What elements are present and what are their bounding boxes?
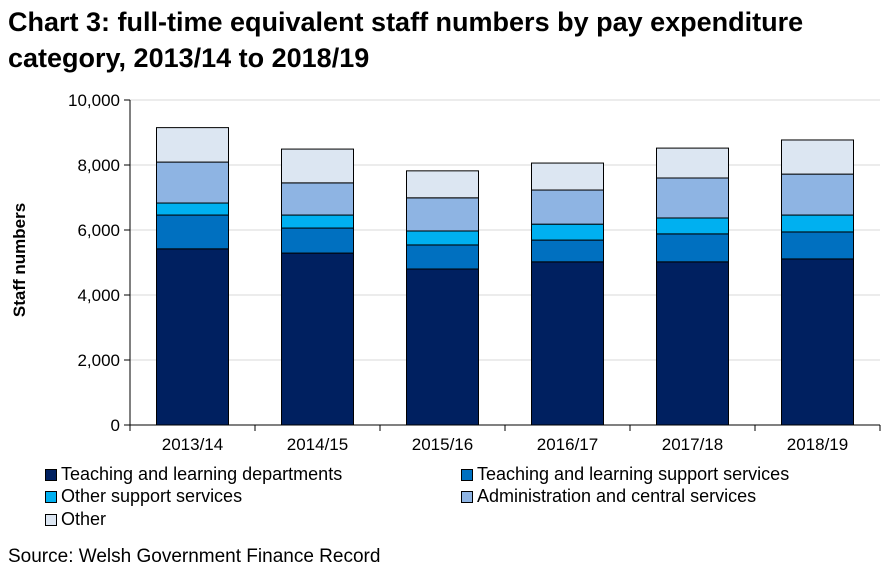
y-tick-label: 8,000: [77, 156, 120, 175]
bar-segment: [531, 162, 604, 191]
bar-segment: [656, 147, 729, 179]
bar-segment: [656, 177, 729, 219]
y-tick-label: 6,000: [77, 221, 120, 240]
bar-segment: [281, 227, 354, 254]
bar-segment: [781, 258, 854, 426]
bar-segment: [281, 182, 354, 216]
legend-swatch: [45, 468, 57, 481]
legend-item: Teaching and learning departments: [45, 464, 342, 485]
bar-segment: [156, 127, 229, 163]
bar-segment: [156, 248, 229, 426]
x-tick-label: 2016/17: [537, 435, 598, 454]
bar-segment: [406, 197, 479, 232]
legend-item: Administration and central services: [461, 486, 756, 507]
bar-segment: [531, 223, 604, 241]
x-tick-label: 2018/19: [787, 435, 848, 454]
x-tick-label: 2015/16: [412, 435, 473, 454]
legend-item: Teaching and learning support services: [461, 464, 789, 485]
bar-segment: [406, 230, 479, 246]
bar-segment: [281, 214, 354, 229]
bar-segment: [406, 268, 479, 426]
plot-area: 0 2,000 4,000 6,000 8,000 10,000 2013/14 2014/1…: [68, 91, 881, 454]
y-tick-label: 4,000: [77, 286, 120, 305]
bar-segment: [281, 148, 354, 184]
x-tick-label: 2014/15: [287, 435, 348, 454]
chart-title: Chart 3: full-time equivalent staff numb…: [8, 7, 804, 73]
y-tick-label: 10,000: [68, 91, 120, 110]
bar-segment: [656, 261, 729, 426]
legend-swatch: [45, 490, 57, 503]
bar-segment: [156, 202, 229, 216]
bar-segment: [656, 217, 729, 235]
y-tick-label: 0: [111, 416, 120, 435]
bar-segment: [156, 161, 229, 204]
source-note: Source: Welsh Government Finance Record: [8, 546, 381, 567]
bar-segment: [531, 261, 604, 426]
y-tick-label: 2,000: [77, 351, 120, 370]
x-tick-label: 2017/18: [662, 435, 723, 454]
bar-segment: [406, 244, 479, 270]
bar-segment: [531, 189, 604, 225]
legend-swatch: [45, 513, 57, 526]
legend-item: Other support services: [45, 486, 242, 507]
bar-segment: [156, 214, 229, 250]
bar-segment: [781, 139, 854, 175]
bar-segment: [406, 170, 479, 199]
bar-segment: [656, 233, 729, 263]
legend-swatch: [461, 468, 473, 481]
bar-segment: [281, 252, 354, 426]
legend-item: Other: [45, 509, 106, 530]
bar-segment: [781, 214, 854, 233]
legend-swatch: [461, 490, 473, 503]
bar-segment: [531, 239, 604, 263]
bar-segment: [781, 231, 854, 260]
bar-segment: [781, 173, 854, 216]
x-tick-label: 2013/14: [162, 435, 223, 454]
